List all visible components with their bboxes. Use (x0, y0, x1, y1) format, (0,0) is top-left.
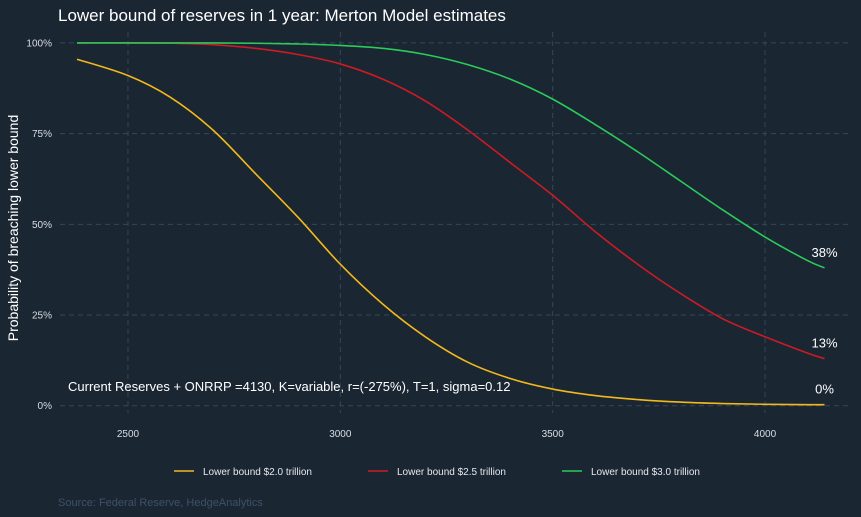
end-label-3: 38% (812, 245, 838, 260)
x-tick-label: 2500 (117, 429, 140, 440)
grid (60, 32, 850, 413)
series-lines (76, 42, 825, 406)
series-line-1 (76, 58, 825, 406)
legend-label: Lower bound $2.0 trillion (203, 467, 312, 478)
legend-label: Lower bound $2.5 trillion (397, 467, 506, 478)
y-tick-label: 75% (32, 129, 52, 140)
y-axis-label: Probability of breaching lower bound (5, 115, 21, 341)
chart-title: Lower bound of reserves in 1 year: Merto… (58, 6, 506, 25)
end-labels: 0% 13% 38% (812, 245, 838, 397)
y-tick-label: 0% (38, 401, 53, 412)
y-axis-ticks: 0% 25% 50% 75% 100% (26, 38, 52, 412)
legend: Lower bound $2.0 trillion Lower bound $2.… (174, 467, 700, 478)
legend-item-3: Lower bound $3.0 trillion (562, 467, 700, 478)
x-tick-label: 4000 (754, 429, 777, 440)
legend-item-2: Lower bound $2.5 trillion (368, 467, 506, 478)
x-axis-ticks: 2500 3000 3500 4000 (117, 429, 777, 440)
y-tick-label: 100% (26, 38, 52, 49)
series-line-2 (76, 42, 825, 360)
end-label-1: 0% (815, 382, 834, 397)
y-tick-label: 25% (32, 311, 52, 322)
y-tick-label: 50% (32, 220, 52, 231)
source-note: Source: Federal Reserve, HedgeAnalytics (58, 497, 263, 509)
legend-label: Lower bound $3.0 trillion (591, 467, 700, 478)
end-label-2: 13% (812, 336, 838, 351)
x-tick-label: 3500 (542, 429, 565, 440)
legend-item-1: Lower bound $2.0 trillion (174, 467, 312, 478)
series-line-3 (76, 42, 825, 269)
x-tick-label: 3000 (329, 429, 352, 440)
parameter-annotation: Current Reserves + ONRRP =4130, K=variab… (68, 379, 510, 394)
